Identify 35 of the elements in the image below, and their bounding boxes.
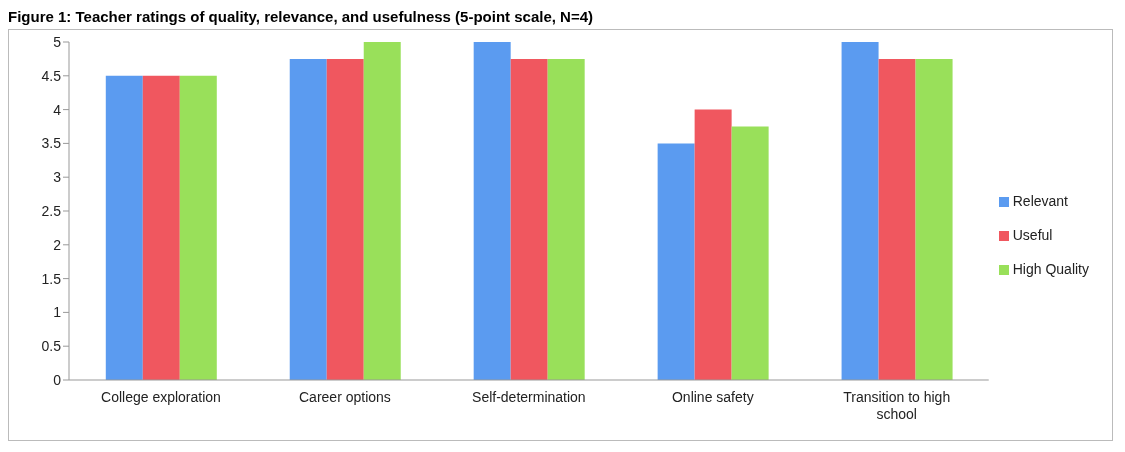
bar: [473, 42, 511, 380]
bar: [731, 126, 769, 380]
x-tick-label: Transition to high school: [843, 389, 951, 422]
y-tick-label: 4.5: [41, 67, 62, 84]
y-tick-label: 3: [53, 169, 62, 186]
bar: [657, 143, 695, 380]
bar: [326, 58, 364, 380]
x-tick-label: Career options: [299, 389, 391, 405]
legend-label: High Quality: [1012, 261, 1089, 277]
bar: [363, 42, 401, 380]
y-tick-label: 1: [53, 304, 62, 321]
y-tick-label: 2.5: [41, 202, 62, 219]
chart-title: Figure 1: Teacher ratings of quality, relevance, and usefulness (5-point scale, N=4): [8, 8, 595, 25]
bar: [547, 58, 585, 380]
y-tick-label: 1.5: [41, 270, 62, 287]
legend-label: Useful: [1012, 227, 1053, 243]
x-tick-label: Self-determination: [472, 389, 586, 405]
bar: [289, 58, 327, 380]
bar: [878, 58, 916, 380]
bar: [915, 58, 953, 380]
y-tick-label: 0.5: [41, 338, 62, 355]
bar: [105, 75, 143, 380]
bar: [142, 75, 180, 380]
y-tick-label: 2: [53, 236, 62, 253]
bar: [841, 42, 879, 380]
x-tick-label: College exploration: [101, 389, 221, 405]
y-tick-label: 3.5: [41, 135, 62, 152]
y-tick-label: 5: [53, 33, 62, 50]
x-tick-label: Online safety: [671, 389, 754, 405]
bar: [694, 109, 732, 380]
bar: [510, 58, 548, 380]
legend-label: Relevant: [1012, 193, 1068, 209]
y-tick-label: 4: [53, 101, 62, 118]
y-tick-label: 0: [53, 371, 62, 388]
bar: [179, 75, 217, 380]
